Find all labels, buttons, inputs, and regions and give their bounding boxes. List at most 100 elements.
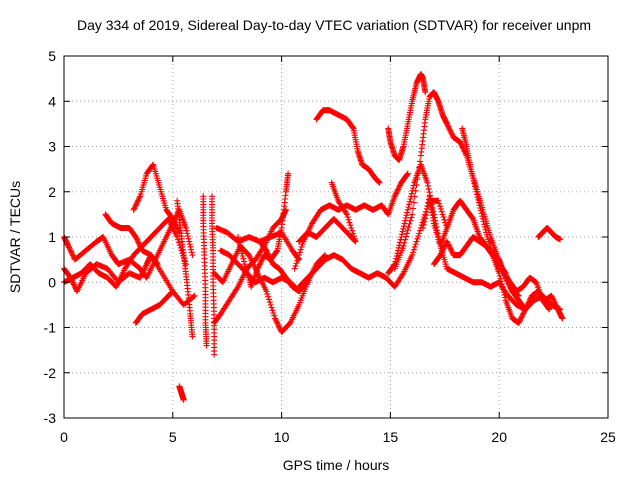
- data-point: [446, 126, 453, 133]
- data-point: [400, 243, 407, 250]
- x-axis-label: GPS time / hours: [283, 457, 390, 473]
- data-point: [137, 243, 144, 250]
- series-track-d: [102, 211, 161, 268]
- series-track-l: [211, 243, 329, 336]
- data-point: [71, 282, 78, 289]
- data-point: [273, 248, 280, 255]
- data-point: [136, 194, 143, 201]
- data-point: [349, 230, 356, 237]
- data-point: [273, 318, 280, 325]
- data-point: [134, 238, 141, 245]
- data-point: [515, 319, 522, 326]
- y-tick-label: 0: [48, 274, 56, 290]
- data-point: [438, 250, 445, 257]
- data-point: [457, 140, 464, 147]
- data-point: [133, 235, 140, 242]
- series-track-m: [213, 224, 303, 263]
- data-point: [407, 217, 414, 224]
- data-point: [274, 319, 281, 326]
- data-point: [522, 306, 529, 313]
- data-point: [399, 228, 406, 235]
- data-point: [443, 120, 450, 127]
- series-track-h: [176, 383, 187, 403]
- data-point: [274, 320, 281, 327]
- data-point: [398, 231, 405, 238]
- data-point: [402, 214, 409, 221]
- data-point: [497, 275, 504, 282]
- data-point: [499, 283, 506, 290]
- data-point: [349, 227, 356, 234]
- data-point: [405, 224, 412, 231]
- data-point: [348, 224, 355, 231]
- data-point: [435, 197, 442, 204]
- data-point: [238, 250, 245, 257]
- series-track-t: [313, 107, 383, 186]
- data-point: [447, 246, 454, 253]
- data-point: [236, 239, 243, 246]
- data-point: [525, 299, 532, 306]
- data-point: [265, 293, 272, 300]
- data-point: [502, 294, 509, 301]
- data-point: [394, 187, 401, 194]
- series-track-s: [296, 197, 450, 290]
- data-point: [396, 182, 403, 189]
- data-point: [257, 260, 264, 267]
- data-point: [402, 217, 409, 224]
- data-point: [66, 244, 73, 251]
- data-point: [68, 249, 75, 256]
- data-point: [440, 214, 447, 221]
- data-point: [138, 244, 145, 251]
- data-point: [422, 89, 429, 96]
- data-point: [296, 252, 303, 259]
- data-point: [269, 307, 276, 314]
- data-point: [520, 310, 527, 317]
- data-point: [267, 255, 274, 262]
- data-point: [67, 248, 74, 255]
- data-point: [182, 224, 189, 231]
- series-track-e: [130, 161, 183, 236]
- data-point: [440, 246, 447, 253]
- data-point: [293, 260, 300, 267]
- data-point: [441, 216, 448, 223]
- data-point: [153, 260, 160, 267]
- data-point: [438, 208, 445, 215]
- data-point: [183, 227, 190, 234]
- data-point: [545, 305, 552, 312]
- data-point: [142, 263, 149, 270]
- data-point: [265, 251, 272, 258]
- data-point: [516, 318, 523, 325]
- data-point: [275, 323, 282, 330]
- data-point: [437, 205, 444, 212]
- series-track-f: [132, 288, 176, 326]
- data-point: [437, 252, 444, 259]
- data-point: [191, 292, 198, 299]
- data-point: [149, 162, 156, 169]
- data-point: [328, 179, 335, 186]
- data-point: [400, 223, 407, 230]
- data-point: [406, 201, 413, 208]
- data-point: [171, 218, 178, 225]
- data-point: [297, 246, 304, 253]
- data-point: [496, 272, 503, 279]
- data-point: [415, 170, 422, 177]
- data-point: [130, 206, 137, 213]
- data-point: [410, 185, 417, 192]
- data-point: [403, 233, 410, 240]
- data-point: [298, 243, 305, 250]
- data-point: [437, 203, 444, 210]
- data-point: [188, 246, 195, 253]
- data-point: [70, 281, 77, 288]
- data-point: [346, 219, 353, 226]
- data-point: [400, 225, 407, 232]
- data-point: [441, 243, 448, 250]
- data-point: [551, 298, 558, 305]
- data-point: [399, 271, 406, 278]
- data-point: [523, 303, 530, 310]
- data-point: [460, 147, 467, 154]
- data-point: [416, 158, 423, 165]
- data-point: [444, 122, 451, 129]
- data-point: [549, 294, 556, 301]
- data-point: [285, 170, 292, 177]
- data-point: [416, 230, 423, 237]
- data-point: [423, 205, 430, 212]
